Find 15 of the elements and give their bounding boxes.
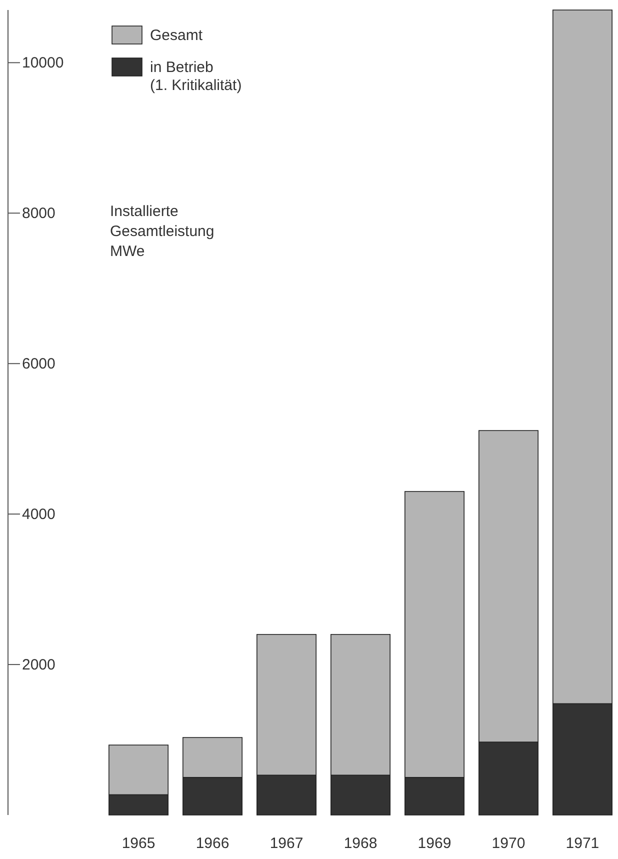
legend-label: Gesamt (150, 27, 204, 44)
y-tick-label: 6000 (22, 355, 56, 372)
y-tick-label: 2000 (22, 656, 56, 674)
x-tick-label: 1968 (344, 835, 378, 852)
legend-label: in Betrieb (1. Kritikalität) (150, 59, 242, 94)
x-tick-label: 1965 (122, 835, 156, 852)
y-tick-label: 4000 (22, 506, 56, 523)
x-tick-label: 1966 (196, 835, 230, 852)
x-tick-label: 1970 (492, 835, 526, 852)
y-tick-label: 10000 (22, 54, 64, 72)
y-tick-label: 8000 (22, 204, 56, 222)
y-axis-title: Installierte Gesamtleistung MWe (110, 203, 214, 260)
x-tick-label: 1971 (566, 835, 600, 852)
x-tick-label: 1969 (418, 835, 452, 852)
x-tick-label: 1967 (270, 835, 304, 852)
